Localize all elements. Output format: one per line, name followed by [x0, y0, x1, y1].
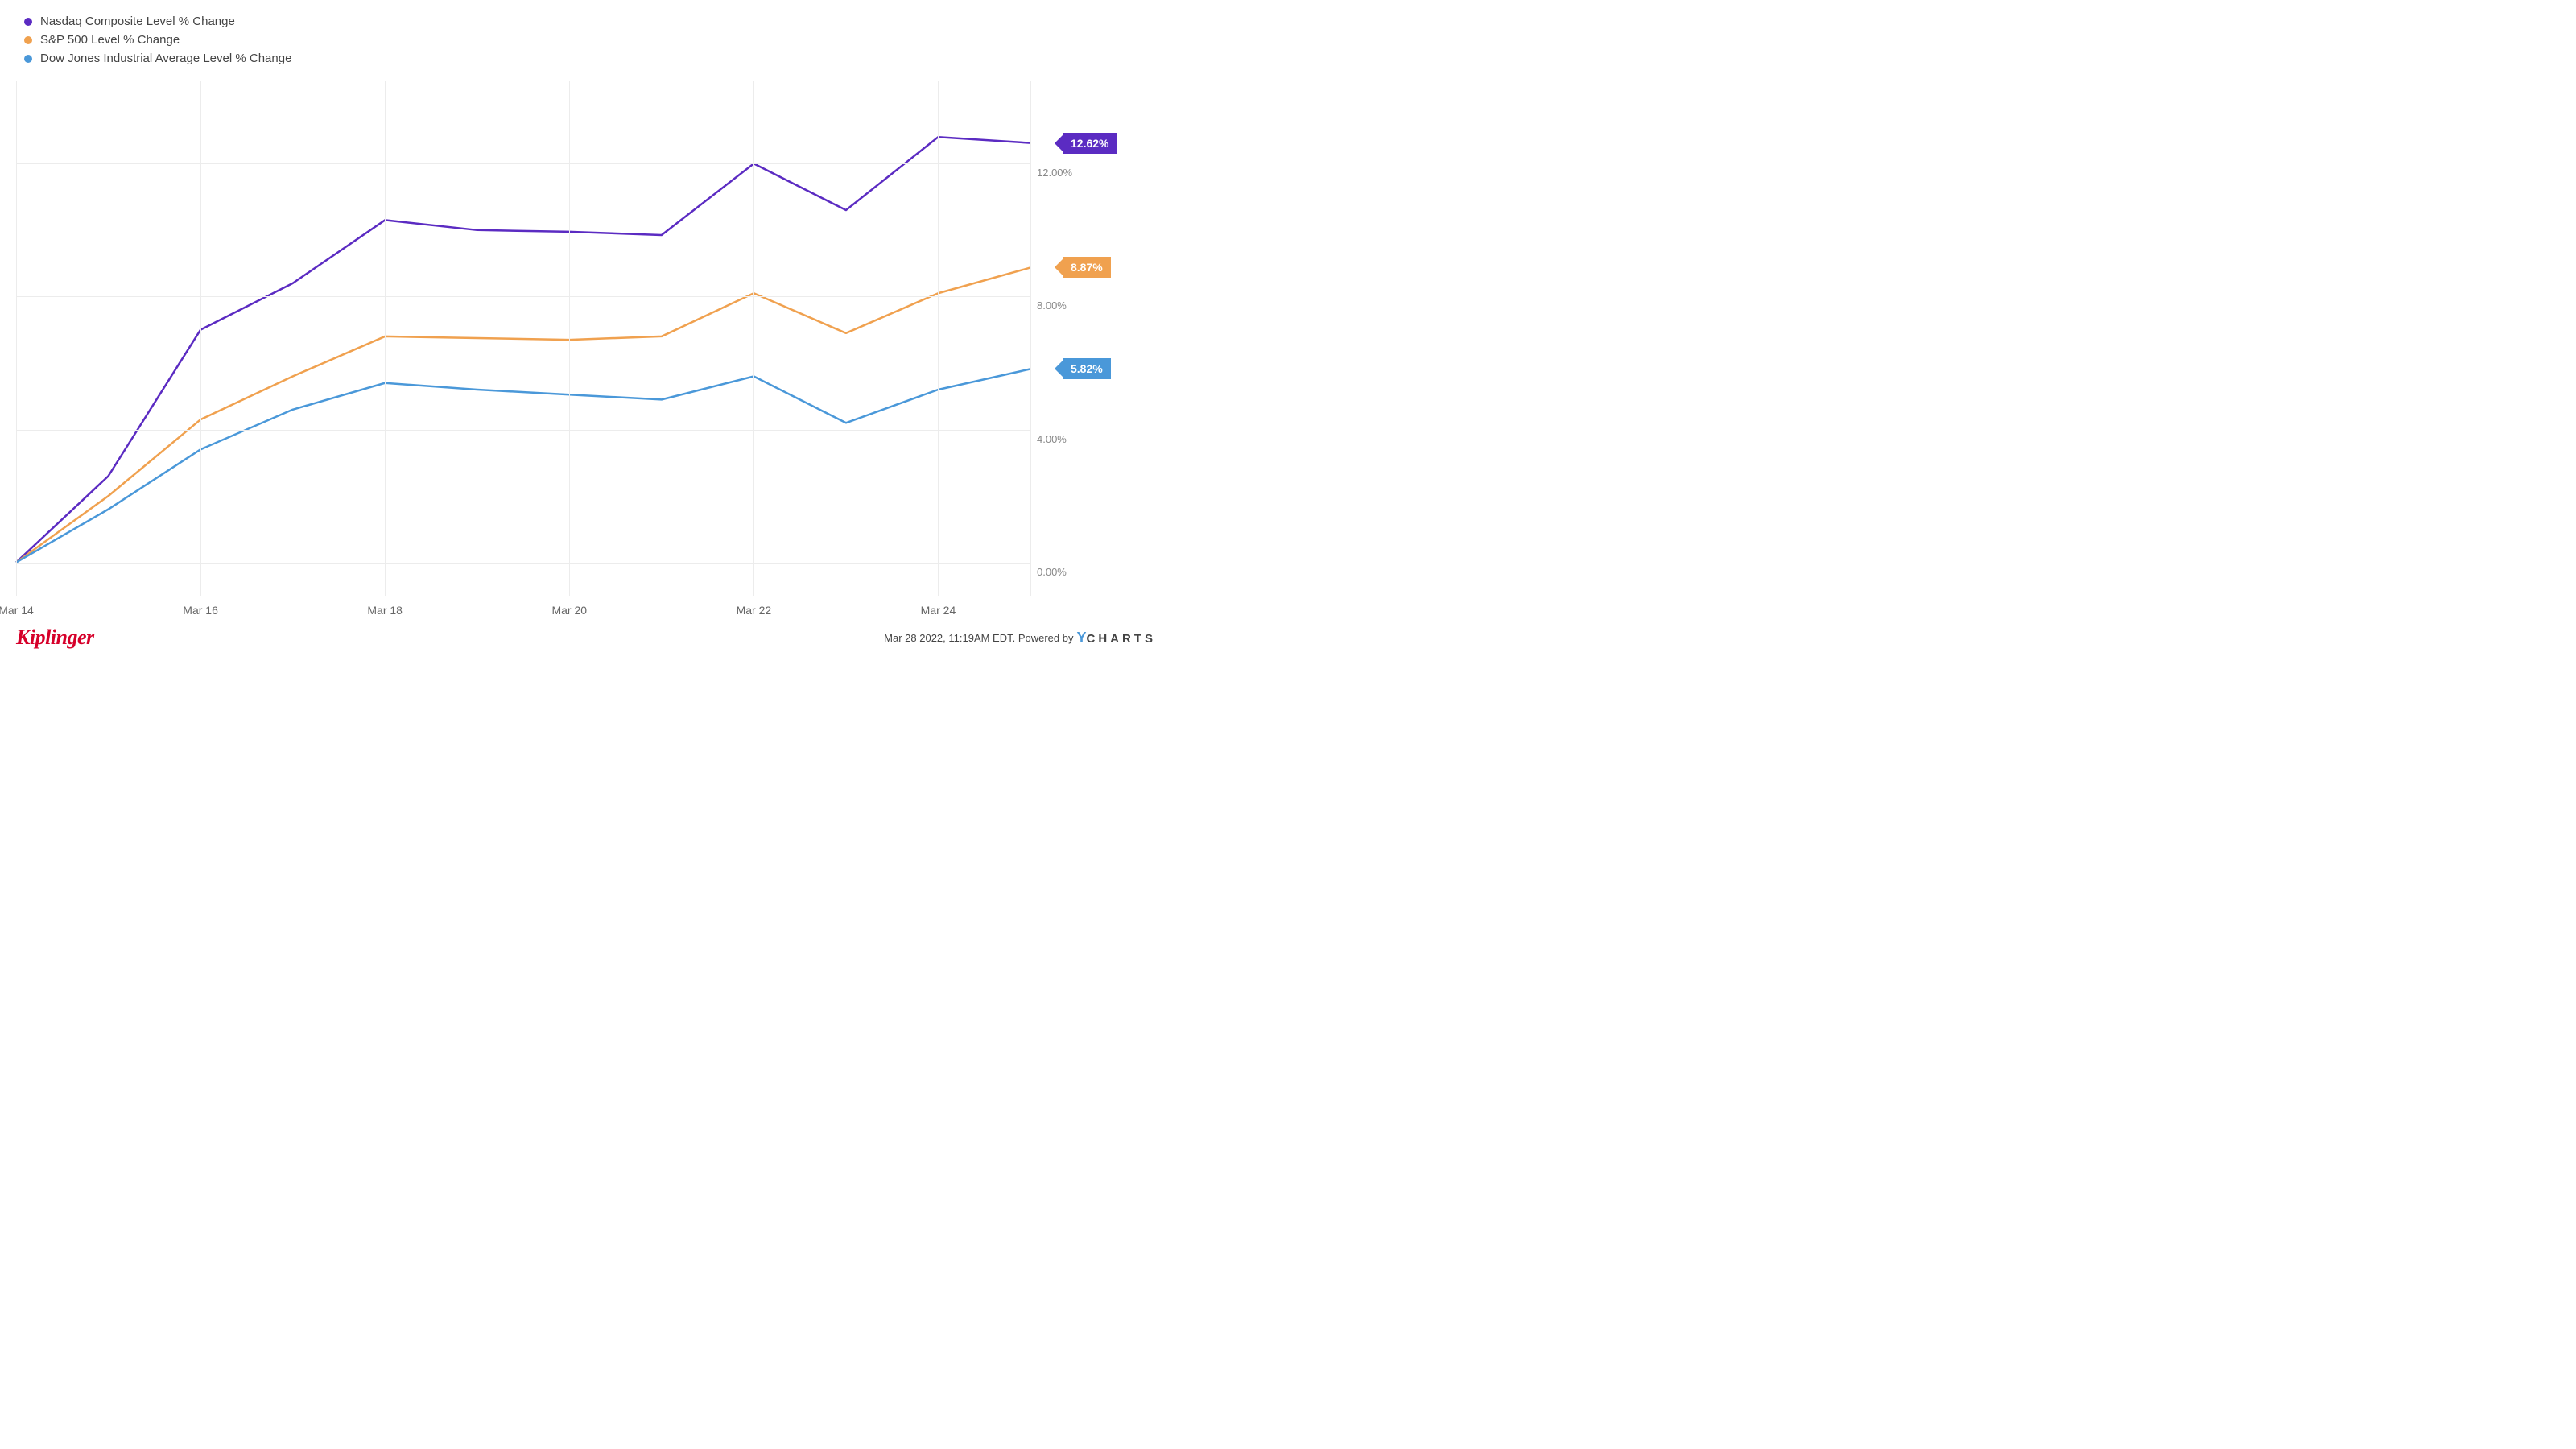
ycharts-y-icon: Y	[1076, 630, 1086, 646]
attribution-text: Mar 28 2022, 11:19AM EDT. Powered by	[884, 632, 1073, 644]
end-badge-nasdaq: 12.62%	[1063, 133, 1117, 154]
end-badge-label: 5.82%	[1071, 362, 1103, 375]
gridline-h	[16, 163, 1030, 164]
legend-label: S&P 500 Level % Change	[40, 33, 180, 47]
gridline-v	[569, 80, 570, 596]
gridline-v	[753, 80, 754, 596]
legend-swatch-icon	[24, 55, 32, 63]
gridline-v	[385, 80, 386, 596]
legend-item-dow: Dow Jones Industrial Average Level % Cha…	[24, 52, 291, 65]
legend: Nasdaq Composite Level % Change S&P 500 L…	[24, 14, 291, 70]
brand-logo: Kiplinger	[16, 625, 94, 650]
legend-label: Nasdaq Composite Level % Change	[40, 14, 235, 28]
gridline-v	[938, 80, 939, 596]
x-tick-label: Mar 24	[921, 604, 956, 617]
gridline-h	[16, 563, 1030, 564]
attribution: Mar 28 2022, 11:19AM EDT. Powered by YCH…	[884, 630, 1156, 646]
end-badge-dow: 5.82%	[1063, 358, 1111, 379]
y-tick-label: 12.00%	[1037, 167, 1072, 179]
gridline-v	[16, 80, 17, 596]
x-tick-label: Mar 18	[367, 604, 402, 617]
gridline-v	[1030, 80, 1031, 596]
legend-swatch-icon	[24, 18, 32, 26]
plot-area	[16, 80, 1030, 596]
x-tick-label: Mar 20	[551, 604, 587, 617]
gridline-h	[16, 296, 1030, 297]
ycharts-logo: YCHARTS	[1076, 630, 1156, 646]
legend-swatch-icon	[24, 36, 32, 44]
y-tick-label: 8.00%	[1037, 299, 1067, 312]
end-badge-label: 12.62%	[1071, 137, 1108, 150]
legend-label: Dow Jones Industrial Average Level % Cha…	[40, 52, 291, 65]
legend-item-nasdaq: Nasdaq Composite Level % Change	[24, 14, 291, 28]
series-line-dow	[16, 369, 1030, 562]
end-badge-label: 8.87%	[1071, 261, 1103, 274]
footer: Kiplinger Mar 28 2022, 11:19AM EDT. Powe…	[16, 625, 1156, 650]
legend-item-sp500: S&P 500 Level % Change	[24, 33, 291, 47]
y-tick-label: 0.00%	[1037, 566, 1067, 578]
chart-container: Nasdaq Composite Level % Change S&P 500 L…	[0, 0, 1172, 659]
series-line-nasdaq	[16, 137, 1030, 563]
x-tick-label: Mar 22	[737, 604, 772, 617]
x-tick-label: Mar 16	[183, 604, 218, 617]
chart-lines-svg	[16, 80, 1030, 596]
y-tick-label: 4.00%	[1037, 433, 1067, 445]
series-line-sp500	[16, 267, 1030, 562]
end-badge-sp500: 8.87%	[1063, 257, 1111, 278]
gridline-h	[16, 430, 1030, 431]
gridline-v	[200, 80, 201, 596]
ycharts-text: CHARTS	[1087, 632, 1157, 646]
x-tick-label: Mar 14	[0, 604, 34, 617]
